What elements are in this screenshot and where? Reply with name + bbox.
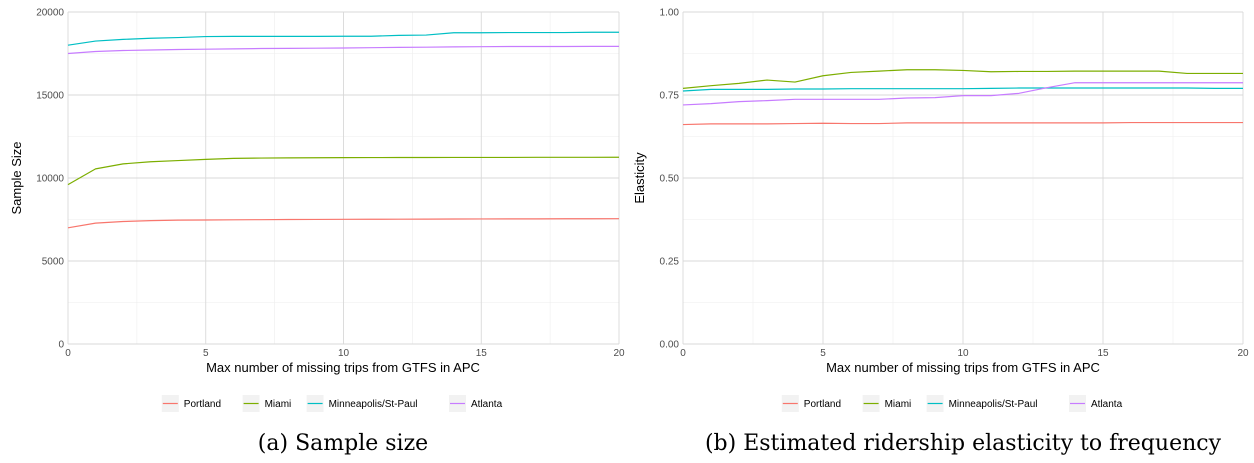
- y-tick-label: 0.50: [660, 174, 680, 185]
- x-tick-label: 0: [65, 348, 71, 359]
- y-axis-title: Sample Size: [9, 142, 24, 215]
- x-tick-label: 15: [1097, 348, 1109, 359]
- series-line-miami: [682, 69, 1243, 89]
- y-tick-label: 0: [58, 340, 64, 351]
- tick-labels: 0 5 10 15 20 0.00 0.25 0.50 0.75 1.00: [660, 8, 1249, 360]
- legend-label: Atlanta: [1091, 399, 1123, 410]
- legend-item-portland: Portland: [161, 395, 221, 412]
- legend-label: Minneapolis/St-Paul: [329, 399, 418, 410]
- legend-item-portland: Portland: [781, 395, 841, 412]
- legend-item-miami: Miami: [862, 395, 912, 412]
- x-axis-title: Max number of missing trips from GTFS in…: [206, 360, 480, 375]
- series-layer: [682, 69, 1243, 126]
- series-layer: [67, 31, 620, 229]
- legend-label: Miami: [265, 399, 292, 410]
- series-line-portland: [682, 121, 1243, 126]
- y-axis-title: Elasticity: [632, 152, 647, 204]
- grid-lines: [682, 11, 1244, 345]
- x-tick-label: 10: [957, 348, 969, 359]
- tick-labels: 0 5 10 15 20 0 5000 10000 15000 20000: [36, 8, 625, 360]
- x-tick-label: 5: [203, 348, 209, 359]
- panel-elasticity: 0 5 10 15 20 0.00 0.25 0.50 0.75 1.00 Max number …: [632, 8, 1249, 457]
- series-line-atlanta: [67, 45, 619, 55]
- y-tick-label: 15000: [36, 91, 64, 102]
- y-tick-label: 0.75: [660, 91, 680, 102]
- x-axis-title: Max number of missing trips from GTFS in…: [826, 360, 1100, 375]
- legend-item-minneapolis-st-paul: Minneapolis/St-Paul: [306, 395, 418, 412]
- legend-item-minneapolis-st-paul: Minneapolis/St-Paul: [926, 395, 1038, 412]
- x-tick-label: 20: [613, 348, 625, 359]
- y-tick-label: 5000: [42, 257, 65, 268]
- series-line-minneapolis-st-paul: [682, 87, 1243, 92]
- legend: Portland Miami Minneapolis/St-Paul Atlanta: [161, 395, 503, 412]
- series-line-atlanta: [682, 82, 1243, 106]
- series-line-miami: [67, 156, 620, 186]
- series-line-minneapolis-st-paul: [67, 31, 619, 46]
- x-tick-label: 10: [338, 348, 350, 359]
- legend-item-atlanta: Atlanta: [1069, 395, 1123, 412]
- series-line-portland: [67, 218, 620, 229]
- legend-label: Miami: [885, 399, 912, 410]
- legend-item-miami: Miami: [242, 395, 292, 412]
- legend-label: Portland: [804, 399, 841, 410]
- y-tick-label: 0.25: [660, 257, 680, 268]
- y-tick-label: 20000: [36, 8, 64, 19]
- y-tick-label: 10000: [36, 174, 64, 185]
- legend: Portland Miami Minneapolis/St-Paul Atlanta: [781, 395, 1123, 412]
- legend-item-atlanta: Atlanta: [449, 395, 503, 412]
- legend-label: Portland: [184, 399, 221, 410]
- legend-label: Minneapolis/St-Paul: [949, 399, 1038, 410]
- y-tick-label: 0.00: [660, 340, 680, 351]
- grid-lines: [67, 11, 620, 345]
- x-tick-label: 20: [1237, 348, 1249, 359]
- legend-label: Atlanta: [471, 399, 503, 410]
- panel-sample-size: 0 5 10 15 20 0 5000 10000 15000 20000 Max number …: [9, 8, 625, 457]
- x-tick-label: 5: [820, 348, 826, 359]
- caption: (a) Sample size: [258, 431, 428, 456]
- y-tick-label: 1.00: [660, 8, 680, 19]
- x-tick-label: 0: [680, 348, 686, 359]
- caption: (b) Estimated ridership elasticity to fr…: [705, 431, 1222, 456]
- x-tick-label: 15: [476, 348, 488, 359]
